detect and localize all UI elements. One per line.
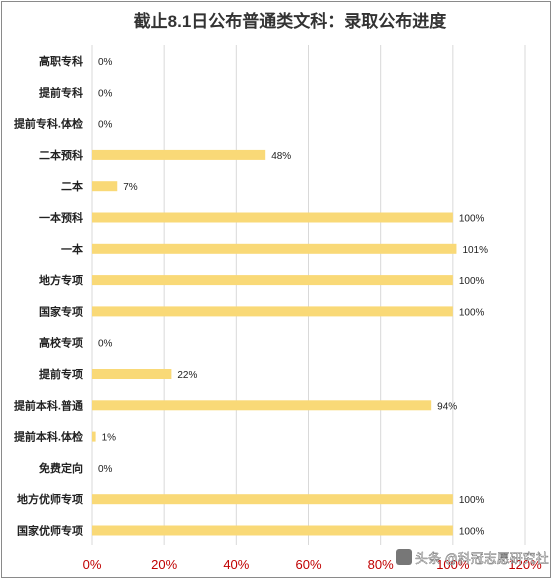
category-label: 地方专项 [39,273,83,287]
value-label: 0% [98,88,113,99]
category-label: 提前专项 [39,367,83,381]
chart-title: 截止8.1日公布普通类文科：录取公布进度 [134,11,448,31]
value-label: 0% [98,464,113,475]
category-label: 高职专科 [39,54,83,68]
category-label: 提前本科.体检 [14,430,83,444]
category-label: 提前专科 [39,85,83,99]
bar [92,243,457,254]
value-label: 100% [459,527,485,538]
value-label: 94% [437,401,457,412]
watermark-text: 头条 @科冠志愿研究社 [415,551,549,566]
value-label: 100% [459,495,485,506]
bar [92,181,118,192]
value-label: 0% [98,339,113,350]
category-label: 一本预科 [39,211,83,225]
x-tick-label: 60% [295,557,321,572]
bar [92,400,432,411]
bar [92,212,453,223]
x-tick-label: 0% [83,557,102,572]
bar [92,494,453,505]
bars [92,149,457,536]
value-label: 101% [462,245,488,256]
x-axis-tick-labels: 0% 20% 40% 60% 80% 100% 120% [83,557,542,572]
category-label: 提前专科.体检 [14,117,83,131]
x-tick-label: 40% [223,557,249,572]
value-label: 1% [102,433,117,444]
bar [92,149,266,160]
category-label: 高校专项 [39,336,83,350]
value-label: 100% [459,214,485,225]
value-label: 22% [177,370,197,381]
category-label: 国家优师专项 [17,524,83,538]
bar [92,306,453,317]
value-label: 100% [459,276,485,287]
value-label: 7% [123,182,138,193]
bar [92,369,172,379]
bar [92,525,453,536]
value-label: 48% [271,151,291,162]
category-label: 二本 [61,179,83,193]
value-label: 0% [98,57,113,68]
value-label: 0% [98,120,113,131]
category-label: 地方优师专项 [17,492,83,506]
value-labels: 0% 0% 0% 48% 7% 100% 101% 100% 100% 0% 22% 94% 1% 0% 1… [98,57,488,538]
category-label: 免费定向 [39,461,83,475]
category-label: 提前本科.普通 [14,398,83,412]
watermark-logo-icon [396,549,412,565]
grid-lines [91,45,526,545]
bar [92,431,96,442]
x-tick-label: 20% [151,557,177,572]
x-tick-label: 80% [368,557,394,572]
category-label: 一本 [61,242,83,256]
x-tick-label: 100% [436,557,470,572]
category-labels: 高职专科提前专科提前专科.体检二本预科二本一本预科一本地方专项国家专项高校专项提… [14,54,83,538]
watermark: 头条 @科冠志愿研究社 [396,549,549,566]
x-tick-label: 120% [508,557,542,572]
bar [92,275,453,286]
category-label: 国家专项 [39,304,83,318]
value-label: 100% [459,307,485,318]
category-label: 二本预科 [39,148,83,162]
